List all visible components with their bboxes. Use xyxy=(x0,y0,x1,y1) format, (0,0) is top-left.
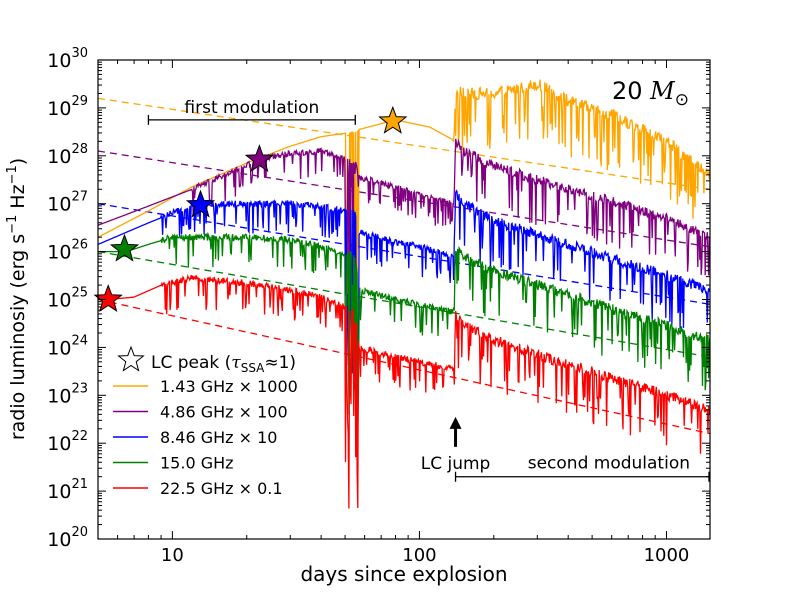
y-tick-label: 1028 xyxy=(47,142,88,168)
x-axis-label: days since explosion xyxy=(300,562,507,586)
peak-star-icon xyxy=(185,189,216,218)
series-fit-line xyxy=(98,203,710,305)
y-tick-label: 1030 xyxy=(47,46,88,72)
y-tick-label: 1027 xyxy=(47,190,88,216)
y-tick-label: 1024 xyxy=(47,333,88,359)
second-modulation-label: second modulation xyxy=(528,454,690,474)
y-tick-label: 1029 xyxy=(47,94,88,120)
series-fit-line xyxy=(98,250,710,358)
y-tick-label: 1021 xyxy=(47,477,88,503)
y-tick-label: 1022 xyxy=(47,429,88,455)
series-line xyxy=(98,232,710,428)
axes: 10 100 1000 1020 1021 1022 1023 1024 1025 1026 102… xyxy=(47,46,710,566)
lc-jump-label: LC jump xyxy=(421,454,491,474)
legend-entry: 22.5 GHz × 0.1 xyxy=(160,479,283,498)
series-line xyxy=(98,138,710,328)
mass-label: 20 M⊙ xyxy=(612,77,689,110)
dashed-fit-lines xyxy=(98,97,710,435)
peak-star-icon xyxy=(244,144,275,173)
peak-star-icon xyxy=(378,105,408,134)
legend-peak-label: LC peak (τSSA≈1) xyxy=(151,353,296,375)
legend-entry: 4.86 GHz × 100 xyxy=(160,403,288,422)
series-fit-line xyxy=(98,298,710,435)
peak-star-icon xyxy=(109,233,140,262)
y-tick-label: 1020 xyxy=(47,525,88,551)
x-tick-label: 100 xyxy=(402,545,436,566)
series-fit-line xyxy=(98,150,710,248)
y-axis-label: radio luminosiy (erg s−1 Hz−1) xyxy=(5,158,29,440)
light-curve-series xyxy=(98,79,710,509)
annotations: first modulation second modulation LC jump xyxy=(147,98,710,482)
y-tick-label: 1023 xyxy=(47,381,88,407)
legend-star-icon xyxy=(117,345,145,372)
series-line xyxy=(98,189,710,392)
first-modulation-label: first modulation xyxy=(184,98,319,118)
lc-jump-arrowhead-icon xyxy=(449,416,462,429)
series-line xyxy=(98,79,710,293)
y-tick-label: 1025 xyxy=(47,286,88,312)
legend-entry: 15.0 GHz xyxy=(160,454,234,473)
legend: LC peak (τSSA≈1) 1.43 GHz × 1000 4.86 GHz… xyxy=(113,345,298,498)
peak-markers xyxy=(93,105,408,312)
x-tick-label: 10 xyxy=(161,545,184,566)
legend-entry: 1.43 GHz × 1000 xyxy=(160,377,298,396)
y-tick-label: 1026 xyxy=(47,238,88,264)
series-line xyxy=(98,274,710,509)
x-tick-label: 1000 xyxy=(644,545,690,566)
legend-entry: 8.46 GHz × 10 xyxy=(160,428,277,447)
